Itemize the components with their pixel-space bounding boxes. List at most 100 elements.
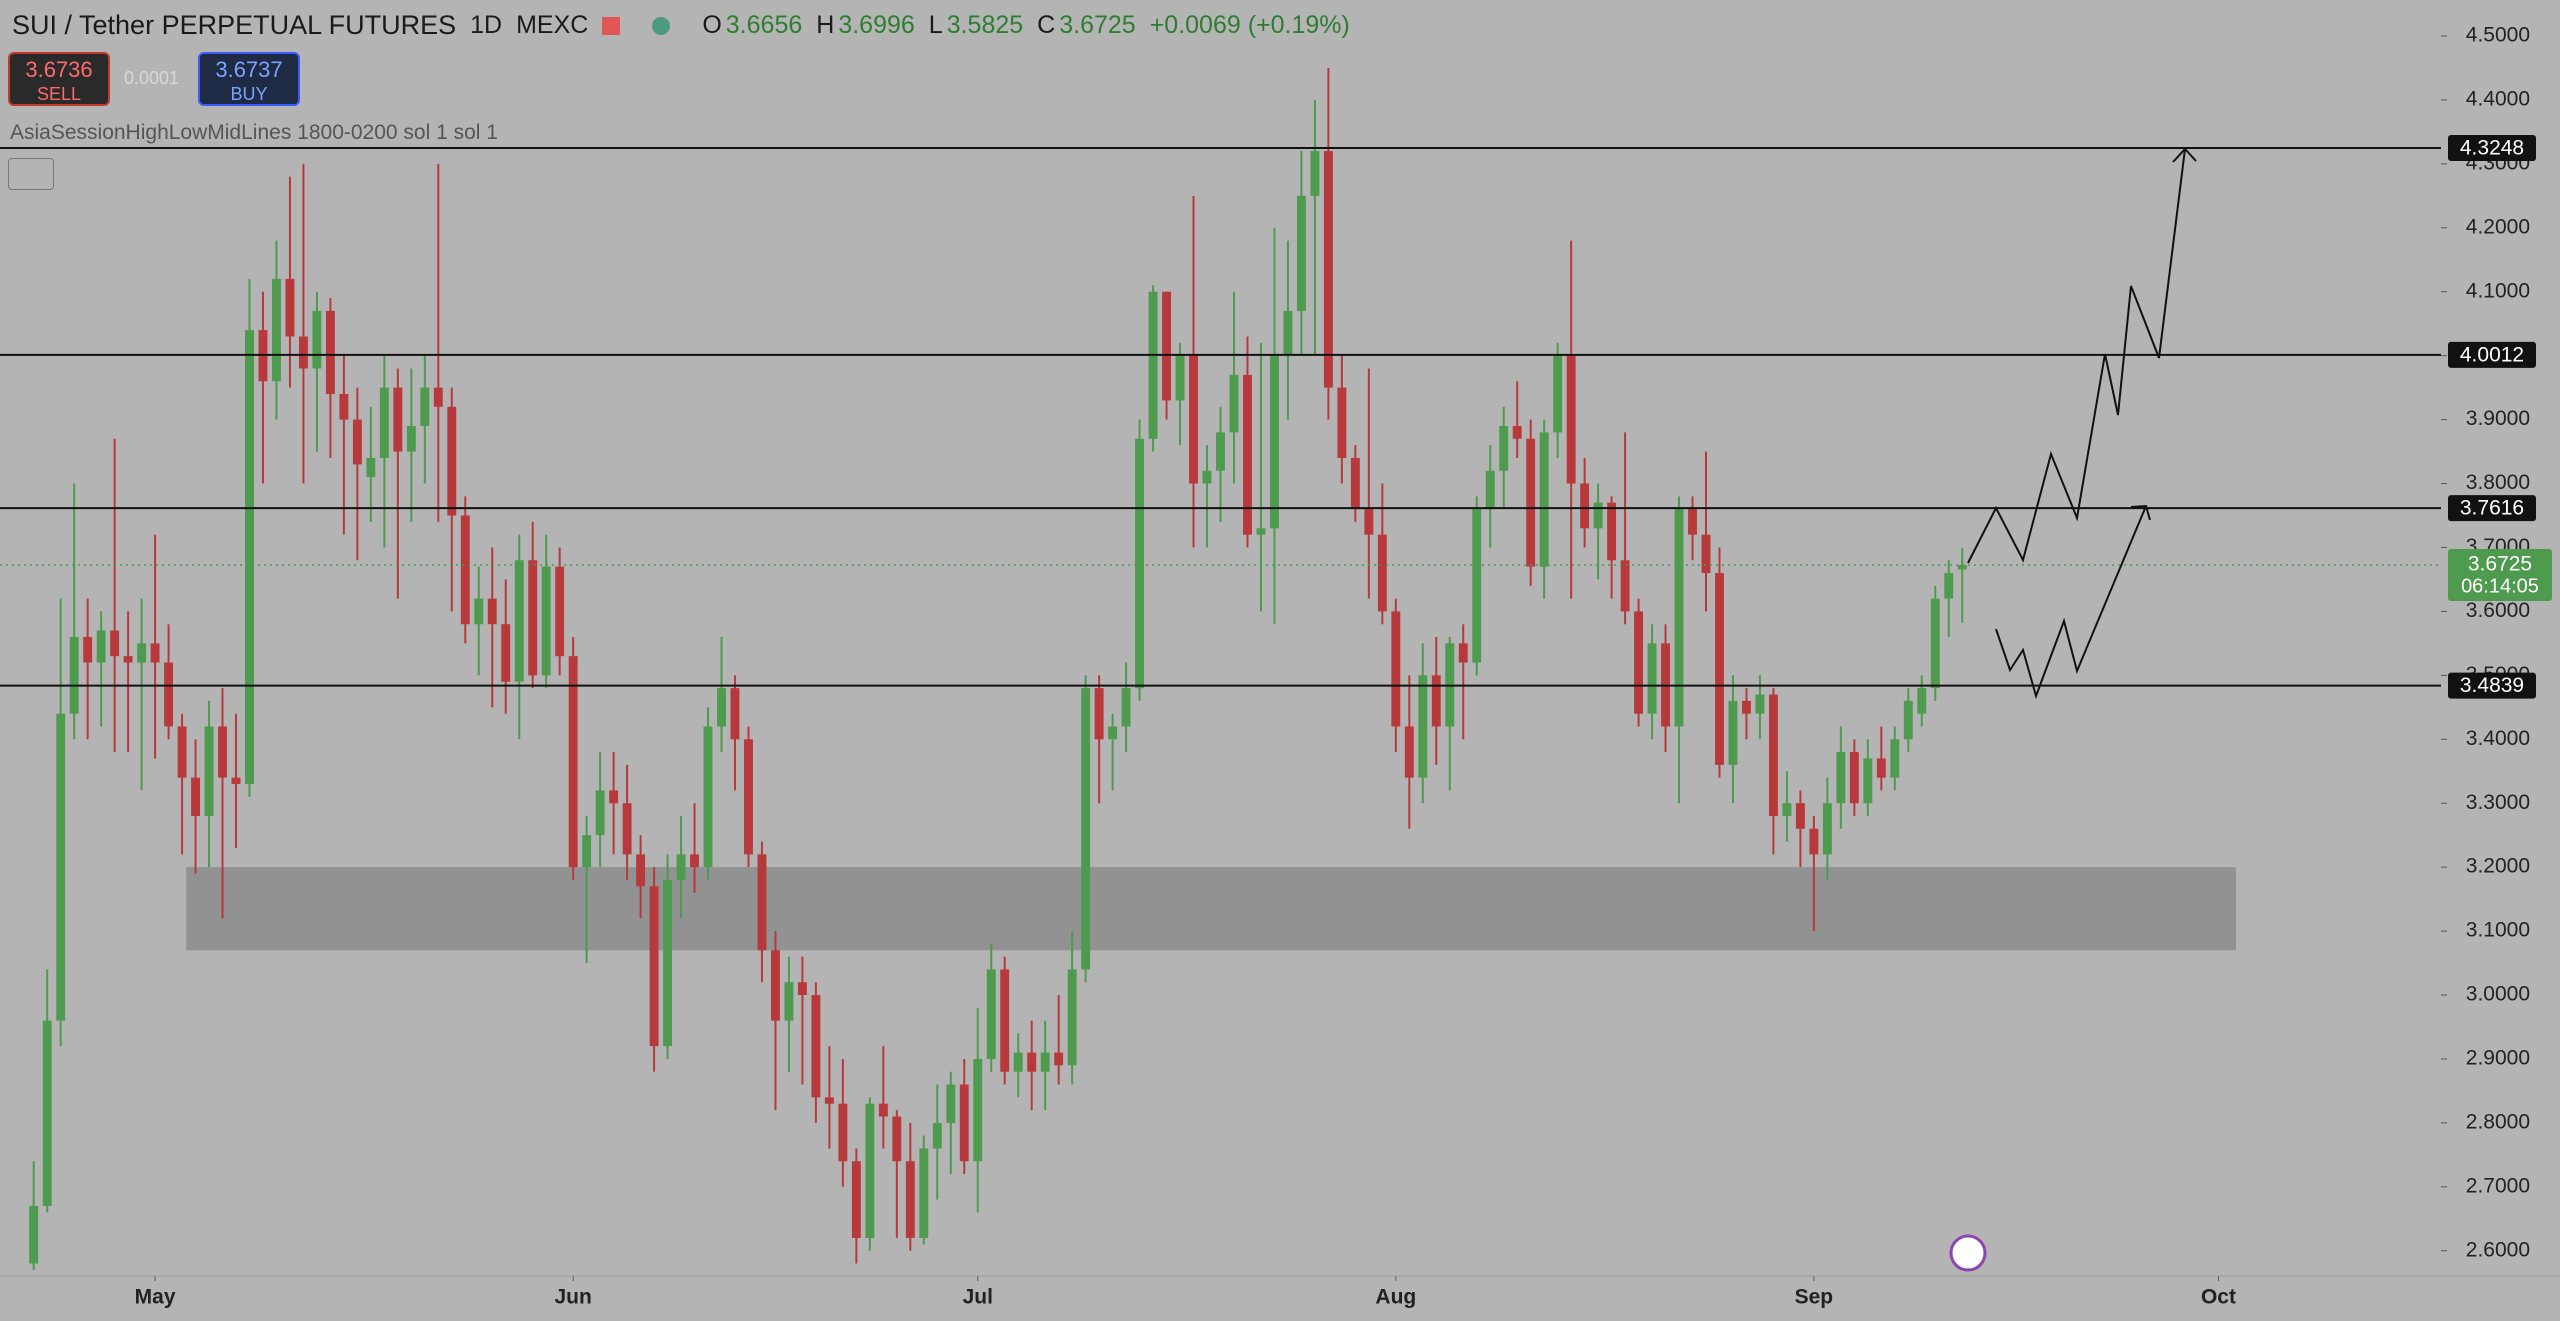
- candle-body: [1310, 151, 1320, 196]
- sell-label: SELL: [36, 84, 82, 104]
- candle-body: [555, 566, 565, 657]
- candle-body: [757, 854, 767, 951]
- candle-body: [663, 879, 673, 1047]
- candle-body: [1607, 502, 1617, 561]
- candle-body: [164, 662, 174, 727]
- candle-body: [1283, 310, 1293, 356]
- level-label: 3.7616: [2460, 497, 2524, 520]
- candle-body: [393, 387, 403, 452]
- candle-body: [352, 419, 362, 465]
- candle-body: [986, 969, 996, 1059]
- candle-body: [919, 1148, 929, 1238]
- candle-body: [460, 515, 470, 625]
- change: +0.0069 (+0.19%): [1149, 11, 1350, 39]
- candle-body: [447, 406, 457, 516]
- candle-body: [676, 854, 686, 880]
- status-icon: [652, 16, 671, 35]
- buy-button[interactable]: 3.6737 BUY: [198, 52, 300, 106]
- candle-body: [622, 803, 632, 855]
- level-label-box: [2448, 341, 2536, 368]
- candle-body: [433, 387, 443, 407]
- candle-body: [649, 886, 659, 1047]
- candle-body: [325, 310, 335, 395]
- high-key: H: [816, 11, 835, 39]
- candle-body: [1094, 688, 1104, 740]
- candle-body: [1189, 355, 1198, 484]
- candle-body: [83, 636, 93, 663]
- y-tick-label: 4.5000: [2466, 24, 2530, 47]
- level-label: 4.3248: [2460, 137, 2524, 160]
- low-value: 3.5825: [946, 11, 1024, 39]
- candle-body: [1526, 438, 1536, 567]
- header: SUI / Tether PERPETUAL FUTURES 1D MEXC O…: [12, 10, 1350, 41]
- projection-arrowhead: [2130, 504, 2151, 521]
- sell-button[interactable]: 3.6736 SELL: [8, 52, 110, 106]
- candle-body: [204, 726, 214, 816]
- candle-body: [514, 560, 524, 682]
- candle-body: [1404, 726, 1414, 778]
- collapse-button[interactable]: [8, 158, 54, 190]
- candle-body: [1620, 560, 1630, 612]
- candle-body: [474, 598, 484, 625]
- candle-body: [1782, 803, 1792, 816]
- buy-price: 3.6737: [215, 57, 283, 82]
- candle-body: [1539, 432, 1549, 567]
- candle-body: [811, 995, 821, 1098]
- high-value: 3.6996: [838, 11, 915, 39]
- candle-body: [838, 1103, 848, 1162]
- candle-body: [1593, 502, 1603, 529]
- countdown: 06:14:05: [2461, 575, 2539, 597]
- candle-body: [771, 950, 780, 1021]
- candle-body: [1000, 969, 1010, 1072]
- level-label: 3.4839: [2460, 674, 2524, 697]
- candle-body: [1742, 700, 1751, 714]
- candle-body: [1377, 534, 1387, 612]
- candle-body: [1216, 432, 1225, 471]
- y-tick-label: 3.8000: [2466, 471, 2530, 494]
- x-tick-label: Jun: [554, 1286, 591, 1309]
- y-tick-label: 3.3000: [2466, 791, 2530, 814]
- candle-body: [110, 630, 120, 657]
- candle-body: [218, 726, 227, 778]
- last-price-box: [2448, 549, 2552, 602]
- candle-body: [1647, 643, 1657, 714]
- candle-body: [784, 982, 794, 1021]
- y-tick-label: 3.1000: [2466, 919, 2530, 942]
- buy-label: BUY: [230, 84, 268, 104]
- candle-body: [1040, 1052, 1050, 1072]
- candle-body: [892, 1116, 902, 1162]
- candle-body: [1135, 438, 1145, 689]
- close-value: 3.6725: [1059, 11, 1136, 39]
- candle-body: [1822, 803, 1832, 855]
- symbol[interactable]: SUI / Tether PERPETUAL FUTURES: [12, 10, 457, 40]
- lightning-icon: [1949, 1234, 1987, 1272]
- candle-body: [541, 566, 551, 676]
- flag-icon[interactable]: [602, 16, 621, 35]
- candle-body: [1418, 675, 1428, 778]
- candle-body: [690, 854, 699, 868]
- candle-body: [1458, 643, 1468, 663]
- candle-body: [717, 688, 726, 727]
- candle-body: [1553, 355, 1563, 433]
- candle-body: [905, 1161, 915, 1238]
- candle-body: [1863, 758, 1873, 804]
- candle-body: [1067, 969, 1077, 1066]
- candle-body: [1580, 483, 1590, 529]
- y-tick-label: 4.1000: [2466, 279, 2530, 302]
- open-value: 3.6656: [725, 11, 803, 39]
- candle-body: [1148, 291, 1158, 439]
- indicator-label[interactable]: AsiaSessionHighLowMidLines 1800-0200 sol…: [10, 121, 498, 144]
- candle-body: [636, 854, 646, 887]
- interval[interactable]: 1D: [470, 11, 503, 39]
- candle-body: [69, 636, 79, 714]
- candle-body: [1472, 509, 1482, 663]
- candle-body: [1930, 598, 1940, 689]
- level-label-box: [2448, 672, 2536, 699]
- candle-body: [1566, 355, 1576, 484]
- candle-body: [1269, 355, 1279, 529]
- candle-body: [946, 1084, 956, 1123]
- candle-body: [339, 394, 349, 420]
- candle-body: [272, 278, 281, 382]
- y-tick-label: 4.4000: [2466, 87, 2530, 110]
